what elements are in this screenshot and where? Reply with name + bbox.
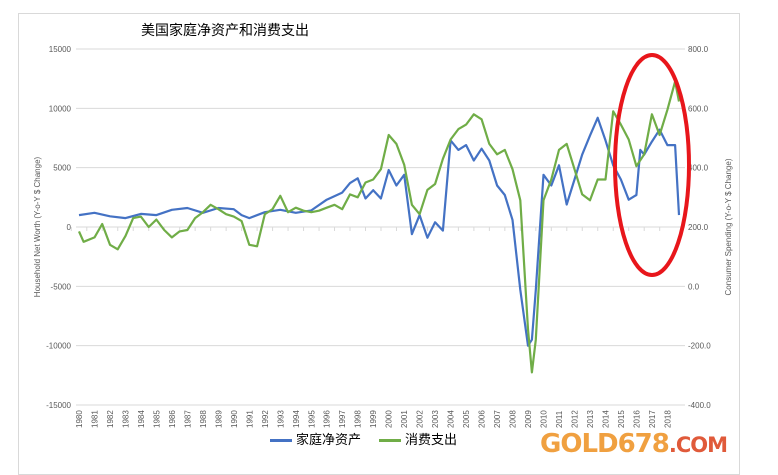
y2-tick-label: 800.0 bbox=[688, 45, 709, 54]
x-tick-label: 1994 bbox=[292, 410, 301, 428]
y-axis-title: Household Net Worth (Y-o-Y $ Change) bbox=[33, 156, 42, 297]
x-tick-label: 1987 bbox=[183, 410, 192, 428]
chart-title: 美国家庭净资产和消费支出 bbox=[141, 23, 309, 39]
x-tick-label: 1988 bbox=[199, 410, 208, 428]
x-tick-label: 1982 bbox=[106, 410, 115, 428]
x-tick-label: 2000 bbox=[385, 410, 394, 428]
y-tick-label: 15000 bbox=[49, 45, 72, 54]
x-tick-label: 2017 bbox=[648, 410, 657, 428]
x-tick-label: 1996 bbox=[323, 410, 332, 428]
x-tick-label: 2007 bbox=[493, 410, 502, 428]
series-line-net-worth bbox=[78, 116, 681, 347]
x-tick-label: 2016 bbox=[632, 410, 641, 428]
legend: 家庭净资产 消费支出 bbox=[270, 433, 457, 448]
x-tick-label: 2003 bbox=[431, 410, 440, 428]
x-tick-label: 2005 bbox=[462, 410, 471, 428]
x-tick-label: 2008 bbox=[509, 410, 518, 428]
legend-label: 家庭净资产 bbox=[296, 433, 362, 448]
legend-label: 消费支出 bbox=[405, 433, 458, 448]
legend-swatch bbox=[379, 439, 402, 442]
y2-tick-label: 400.0 bbox=[688, 164, 709, 173]
y2-tick-label: -200.0 bbox=[688, 342, 711, 351]
x-tick-label: 1992 bbox=[261, 410, 270, 428]
x-tick-label: 2004 bbox=[447, 410, 456, 428]
x-tick-label: 1984 bbox=[137, 410, 146, 428]
x-tick-label: 1981 bbox=[90, 410, 99, 428]
y-tick-label: -15000 bbox=[46, 401, 71, 410]
x-tick-label: 1986 bbox=[168, 410, 177, 428]
x-tick-label: 2014 bbox=[601, 410, 610, 428]
x-tick-label: 1991 bbox=[245, 410, 254, 428]
x-tick-label: 1997 bbox=[338, 410, 347, 428]
watermark-main: GOLD678 bbox=[540, 429, 670, 459]
x-tick-label: 1995 bbox=[307, 410, 316, 428]
legend-item-spending: 消费支出 bbox=[379, 433, 457, 448]
x-tick-label: 2009 bbox=[524, 410, 533, 428]
legend-swatch bbox=[270, 439, 292, 442]
x-tick-label: 1998 bbox=[354, 410, 363, 428]
y-tick-label: -5000 bbox=[51, 282, 72, 291]
y2-tick-label: -400.0 bbox=[688, 401, 711, 410]
x-tick-label: 1983 bbox=[121, 410, 130, 428]
y-tick-label: -10000 bbox=[46, 342, 71, 351]
y2-tick-label: 200.0 bbox=[688, 223, 709, 232]
x-tick-label: 1993 bbox=[276, 410, 285, 428]
x-tick-label: 1990 bbox=[230, 410, 239, 428]
x-tick-label: 1980 bbox=[75, 410, 84, 428]
y-tick-label: 10000 bbox=[49, 104, 72, 113]
x-tick-label: 2015 bbox=[617, 410, 626, 428]
y2-tick-label: 600.0 bbox=[688, 104, 709, 113]
y-tick-label: 5000 bbox=[53, 164, 71, 173]
x-tick-label: 2018 bbox=[663, 410, 672, 428]
x-tick-label: 2002 bbox=[416, 410, 425, 428]
y2-axis-title: Consumer Spending (Y-o-Y $ Change) bbox=[724, 158, 733, 295]
series-line-consumer-spending bbox=[77, 80, 681, 374]
x-tick-label: 1989 bbox=[214, 410, 223, 428]
x-tick-label: 2012 bbox=[570, 410, 579, 428]
x-tick-label: 2006 bbox=[478, 410, 487, 428]
x-tick-label: 1985 bbox=[152, 410, 161, 428]
x-tick-label: 2013 bbox=[586, 410, 595, 428]
watermark-logo: GOLD678.COM bbox=[540, 429, 728, 459]
x-tick-label: 2001 bbox=[400, 410, 409, 428]
watermark-suffix: .COM bbox=[668, 433, 728, 457]
x-tick-label: 1999 bbox=[369, 410, 378, 428]
y2-tick-label: 0.0 bbox=[688, 282, 700, 291]
x-tick-label: 2010 bbox=[540, 410, 549, 428]
chart-svg: 15000 10000 5000 0 -5000 -10000 -15000 800.0 600… bbox=[33, 45, 733, 428]
x-tick-label: 2011 bbox=[555, 410, 564, 428]
legend-item-net-worth: 家庭净资产 bbox=[270, 433, 361, 448]
red-ellipse-annotation bbox=[613, 53, 691, 277]
y-tick-label: 0 bbox=[67, 223, 72, 232]
